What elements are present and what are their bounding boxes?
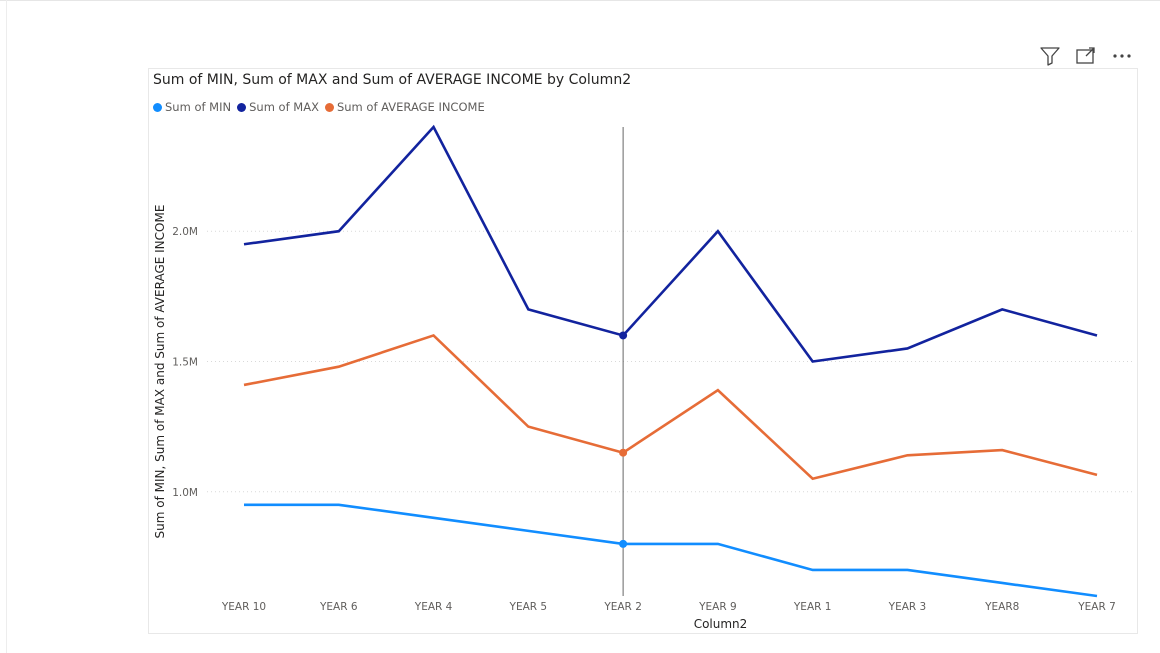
series-line-2: [243, 124, 1098, 363]
series-line-1: [244, 503, 1098, 598]
y-tick-label: 1.5M: [172, 357, 198, 369]
chart-legend: Sum of MIN Sum of MAX Sum of AVERAGE INCOM…: [153, 100, 485, 114]
x-axis-title: Column2: [694, 617, 748, 631]
y-tick-label: 1.0M: [172, 487, 198, 499]
x-tick-label: YEAR 5: [509, 601, 548, 613]
x-tick-label: YEAR 6: [319, 601, 358, 613]
filter-icon: [1040, 47, 1060, 66]
legend-label: Sum of MIN: [165, 100, 232, 114]
series-line-3: [243, 333, 1098, 481]
legend-item[interactable]: Sum of MIN: [153, 100, 231, 114]
more-options-button[interactable]: [1110, 44, 1134, 68]
x-tick-label: YEAR8: [984, 601, 1019, 613]
focus-mode-button[interactable]: [1074, 44, 1098, 68]
chart-canvas[interactable]: 1.0M 1.5M 2.0M YEAR 10 YEAR 6 YEAR 4 YEAR 5 YEA…: [149, 69, 1137, 633]
data-point: [619, 331, 628, 340]
x-tick-label: YEAR 2: [603, 601, 642, 613]
legend-label: Sum of MAX: [249, 100, 319, 114]
data-point: [619, 448, 628, 457]
more-options-icon: [1113, 54, 1131, 58]
visual-header-toolbar: [1038, 42, 1134, 70]
legend-item[interactable]: Sum of MAX: [237, 100, 319, 114]
legend-marker: [153, 102, 162, 112]
top-border: [0, 0, 1160, 1]
data-point: [619, 539, 628, 548]
left-border: [6, 0, 7, 653]
legend-label: Sum of AVERAGE INCOME: [336, 100, 485, 114]
focus-mode-icon: [1076, 47, 1095, 64]
x-tick-label: YEAR 3: [888, 601, 927, 613]
legend-marker: [324, 102, 334, 112]
legend-marker: [237, 102, 247, 112]
legend-item[interactable]: Sum of AVERAGE INCOME: [324, 100, 485, 114]
x-tick-label: YEAR 1: [793, 601, 832, 613]
x-tick-label: YEAR 9: [698, 601, 737, 613]
y-axis-title: Sum of MIN, Sum of MAX and Sum of AVERAG…: [153, 205, 167, 539]
y-tick-label: 2.0M: [172, 226, 198, 238]
x-tick-label: YEAR 4: [414, 601, 453, 613]
filter-button[interactable]: [1038, 44, 1062, 68]
x-tick-label: YEAR 10: [221, 601, 266, 613]
chart-title: Sum of MIN, Sum of MAX and Sum of AVERAG…: [153, 72, 632, 88]
line-chart-visual[interactable]: 1.0M 1.5M 2.0M YEAR 10 YEAR 6 YEAR 4 YEAR 5 YEA…: [148, 68, 1138, 634]
x-tick-label: YEAR 7: [1077, 601, 1116, 613]
